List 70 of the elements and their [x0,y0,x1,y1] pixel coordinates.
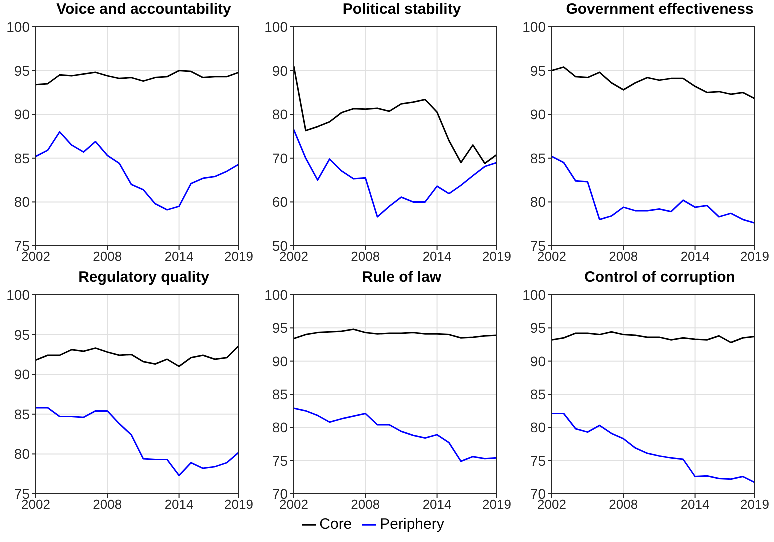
y-tick-label: 100 [264,286,288,303]
y-tick-label: 95 [272,320,288,336]
y-tick-label: 85 [272,386,288,402]
legend-label: Core [320,516,352,533]
x-tick-label: 2014 [164,497,194,512]
line-series [294,328,497,340]
chart-title: Voice and accountability [56,0,232,20]
x-tick-label: 2008 [351,497,380,512]
y-tick-label: 100 [6,286,30,303]
chart-title: Regulatory quality [78,268,210,288]
y-tick-label: 70 [272,150,288,166]
y-tick-label: 85 [530,150,546,166]
y-tick-label: 95 [530,320,546,336]
x-tick-label: 2019 [740,249,770,264]
y-tick-label: 90 [272,62,288,79]
x-tick-label: 2008 [93,249,122,264]
legend-label: Periphery [380,516,444,533]
x-tick-label: 2008 [351,249,380,264]
y-tick-label: 85 [14,406,30,422]
line-series [294,408,497,462]
y-tick-label: 90 [272,353,288,370]
y-tick-label: 80 [14,446,30,462]
y-tick-label: 75 [272,452,288,469]
y-tick-label: 90 [530,353,546,370]
y-tick-label: 90 [14,106,30,123]
y-tick-label: 90 [530,106,546,123]
y-tick-label: 90 [14,366,30,383]
line-series [36,345,239,368]
y-tick-label: 100 [6,18,30,35]
line-series [552,66,755,100]
x-tick-label: 2014 [422,249,452,264]
y-tick-label: 95 [530,62,546,79]
line-series [36,70,239,86]
y-tick-label: 80 [272,106,288,123]
y-tick-label: 95 [14,62,30,79]
y-tick-label: 95 [14,326,30,343]
chart-title: Control of corruption [584,268,736,288]
y-tick-label: 100 [522,18,546,35]
line-series [552,412,755,484]
x-tick-label: 2019 [224,249,254,264]
line-series [552,331,755,344]
x-tick-label: 2019 [740,497,770,512]
line-series [294,129,497,218]
x-tick-label: 2008 [93,497,122,512]
line-series [552,156,755,224]
line-series [36,131,239,211]
x-tick-label: 2019 [224,497,254,512]
x-tick-label: 2008 [609,497,638,512]
y-tick-label: 75 [530,452,546,469]
x-tick-label: 2019 [482,249,512,264]
y-tick-label: 60 [272,194,288,210]
x-tick-label: 2014 [680,249,710,264]
chart-title: Political stability [342,0,462,20]
y-tick-label: 85 [14,150,30,166]
chart-title: Rule of law [361,268,443,288]
x-tick-label: 2019 [482,497,512,512]
y-tick-label: 100 [522,286,546,303]
x-tick-label: 2014 [680,497,710,512]
line-series [36,407,239,476]
y-tick-label: 80 [530,194,546,210]
y-tick-label: 100 [264,18,288,35]
y-tick-label: 80 [272,420,288,436]
x-tick-label: 2014 [422,497,452,512]
x-tick-label: 2014 [164,249,194,264]
line-series [294,66,497,164]
chart-title: Government effectiveness [565,0,755,20]
y-tick-label: 80 [530,420,546,436]
y-tick-label: 85 [530,386,546,402]
y-tick-label: 80 [14,194,30,210]
x-tick-label: 2008 [609,249,638,264]
